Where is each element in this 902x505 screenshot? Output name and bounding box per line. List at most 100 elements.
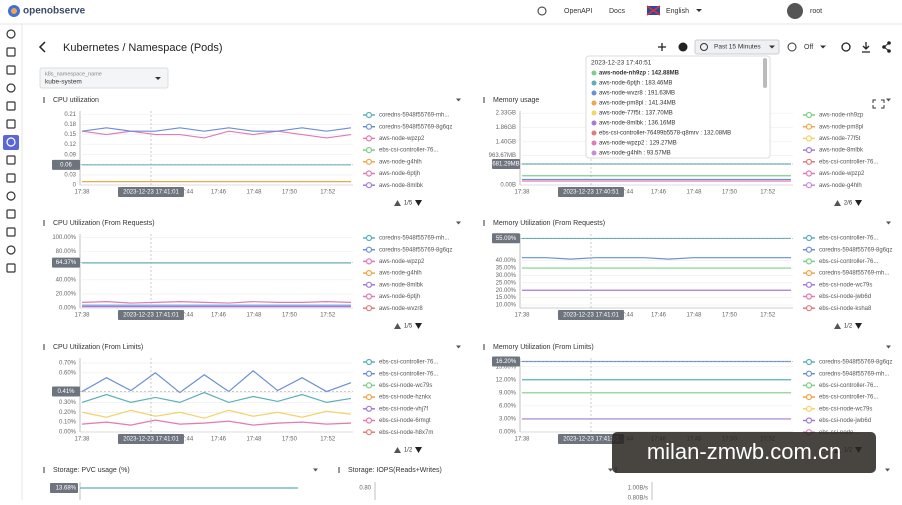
x-tick-label: 17:52	[760, 313, 776, 319]
legend-entry[interactable]: aws-node-wpzp2	[379, 136, 425, 142]
legend-entry[interactable]: coredns-5948f55769-8g6qz	[379, 247, 452, 253]
legend-entry[interactable]: aws-node-wpzp2	[379, 259, 425, 265]
download-button[interactable]	[862, 42, 870, 53]
legend-entry[interactable]: ebs-csi-controller-76...	[819, 383, 879, 389]
y-tick-label: 25.00%	[496, 280, 517, 286]
legend-entry[interactable]: ebs-csi-controller-76...	[819, 159, 879, 165]
legend-entry[interactable]: ebs-csi-node-vhj7f	[379, 406, 428, 412]
cursor-value: 0.06	[60, 162, 72, 168]
legend-entry[interactable]: coredns-5948f55769-mh...	[819, 271, 890, 277]
legend-entry[interactable]: aws-node-wpzp2	[819, 171, 865, 177]
sidebar-icon[interactable]	[6, 101, 16, 111]
nav-link[interactable]: OpenAPI	[564, 8, 592, 15]
legend-entry[interactable]: ebs-csi-controller-76...	[379, 360, 439, 366]
time-range[interactable]: Past 15 Minutes	[714, 44, 761, 51]
sidebar-icon[interactable]	[6, 65, 16, 75]
legend-entry[interactable]: aws-node-pm8pl	[819, 124, 863, 130]
pager-next[interactable]	[415, 323, 422, 329]
sidebar-active[interactable]	[3, 135, 19, 150]
tooltip-dot	[591, 140, 597, 146]
user-name[interactable]: root	[810, 8, 822, 15]
legend-entry[interactable]: aws-node-g4hlh	[379, 159, 422, 165]
sidebar-icon[interactable]	[6, 155, 16, 165]
add-panel[interactable]	[658, 43, 666, 51]
legend-entry[interactable]: ebs-csi-node-wc79s	[379, 383, 432, 389]
legend-entry[interactable]: ebs-csi-node-wc79s	[819, 406, 872, 412]
nav-link[interactable]: Docs	[609, 8, 625, 15]
sidebar-icon[interactable]	[6, 83, 16, 93]
back-button[interactable]	[38, 41, 46, 53]
legend-entry[interactable]: aws-node-wvzr8	[379, 306, 423, 312]
refresh-button[interactable]	[841, 42, 851, 52]
pager-prev[interactable]	[834, 323, 841, 329]
y-tick-label: 0.21	[64, 112, 76, 118]
legend-entry[interactable]: aws-node-77f5t	[819, 136, 861, 142]
panel-menu[interactable]	[456, 345, 461, 349]
pager-prev[interactable]	[394, 200, 401, 206]
legend-entry[interactable]: ebs-csi-controller-76...	[819, 236, 879, 242]
avatar[interactable]	[787, 3, 803, 19]
pager-prev[interactable]	[834, 200, 841, 206]
legend-entry[interactable]: coredns-5948f55769-8g6qz	[819, 360, 892, 366]
sidebar-icon[interactable]	[6, 209, 16, 219]
legend-entry[interactable]: ebs-csi-node-jwb6d	[819, 294, 871, 300]
x-tick-label: 17:52	[320, 190, 336, 196]
sidebar-icon[interactable]	[6, 137, 16, 147]
legend-entry[interactable]: ebs-csi-controller-76...	[819, 395, 879, 401]
pager-prev[interactable]	[394, 447, 401, 453]
panel-menu[interactable]	[456, 98, 461, 102]
legend-entry[interactable]: coredns-5948f55769-8g6qz	[379, 124, 452, 130]
settings[interactable]	[678, 42, 688, 52]
refresh-interval[interactable]: Off	[804, 44, 813, 51]
y-tick-label: 2.33GB	[496, 111, 516, 117]
legend-entry[interactable]: ebs-csi-controller-76...	[379, 371, 439, 377]
sidebar-icon[interactable]	[6, 119, 16, 129]
variable-value[interactable]: kube-system	[45, 79, 82, 86]
share-button[interactable]	[882, 41, 891, 53]
sidebar-icon[interactable]	[6, 47, 16, 57]
legend-entry[interactable]: aws-node-6ptjh	[379, 171, 420, 177]
legend-entry[interactable]: aws-node-g4hlh	[379, 271, 422, 277]
legend-entry[interactable]: ebs-csi-node-ksha8	[819, 306, 872, 312]
theme-toggle[interactable]	[537, 6, 547, 16]
pager-next[interactable]	[415, 200, 422, 206]
sidebar-icon[interactable]	[6, 191, 16, 201]
legend-entry[interactable]: aws-node-nh9zp	[819, 113, 864, 119]
drag-handle	[483, 97, 485, 103]
legend-entry[interactable]: ebs-csi-node-wc79s	[819, 282, 872, 288]
variable-select[interactable]	[39, 67, 169, 89]
legend-entry[interactable]: aws-node-8mlbk	[819, 148, 864, 154]
sidebar-icon[interactable]	[6, 227, 16, 237]
sidebar-icon[interactable]	[6, 263, 16, 273]
legend-entry[interactable]: ebs-csi-node-6rmgt	[379, 418, 431, 424]
legend-entry[interactable]: aws-node-8mlbk	[379, 183, 424, 189]
legend-entry[interactable]: ebs-csi-node-jwb6d	[819, 418, 871, 424]
legend-entry[interactable]: aws-node-g4hlh	[819, 183, 862, 189]
legend-entry[interactable]: coredns-5948f55769-mh...	[379, 236, 450, 242]
time-picker[interactable]	[694, 39, 780, 55]
legend-entry[interactable]: ebs-csi-node-h8x7m	[379, 430, 433, 436]
legend-entry[interactable]: ebs-csi-controller-76...	[819, 259, 879, 265]
pager-next[interactable]	[855, 200, 862, 206]
x-tick-label: 17:50	[722, 190, 738, 196]
legend-entry[interactable]: ebs-csi-node-hznkx	[379, 395, 431, 401]
legend-entry[interactable]: ebs-csi-controller-76...	[379, 148, 439, 154]
legend-entry[interactable]: aws-node-8mlbk	[379, 282, 424, 288]
panel-menu[interactable]	[886, 345, 891, 349]
panel-menu[interactable]	[886, 98, 891, 102]
y-tick-label: 13.68%	[56, 486, 77, 492]
language-select[interactable]: English	[666, 8, 689, 15]
sidebar-icon[interactable]	[6, 245, 16, 255]
legend-entry[interactable]: coredns-5948f55769-mh...	[379, 113, 450, 119]
pager-next[interactable]	[855, 323, 862, 329]
legend-entry[interactable]: coredns-5948f55769-mh...	[819, 371, 890, 377]
panel-menu[interactable]	[456, 221, 461, 225]
legend-entry[interactable]: coredns-5948f55769-8g6qz	[819, 247, 892, 253]
pager-prev[interactable]	[394, 323, 401, 329]
sidebar-icon[interactable]	[6, 29, 16, 39]
legend-entry[interactable]: aws-node-6ptjh	[379, 294, 420, 300]
pager-next[interactable]	[415, 447, 422, 453]
sidebar-icon[interactable]	[6, 173, 16, 183]
panel-menu[interactable]	[886, 221, 891, 225]
legend-marker	[365, 293, 373, 300]
